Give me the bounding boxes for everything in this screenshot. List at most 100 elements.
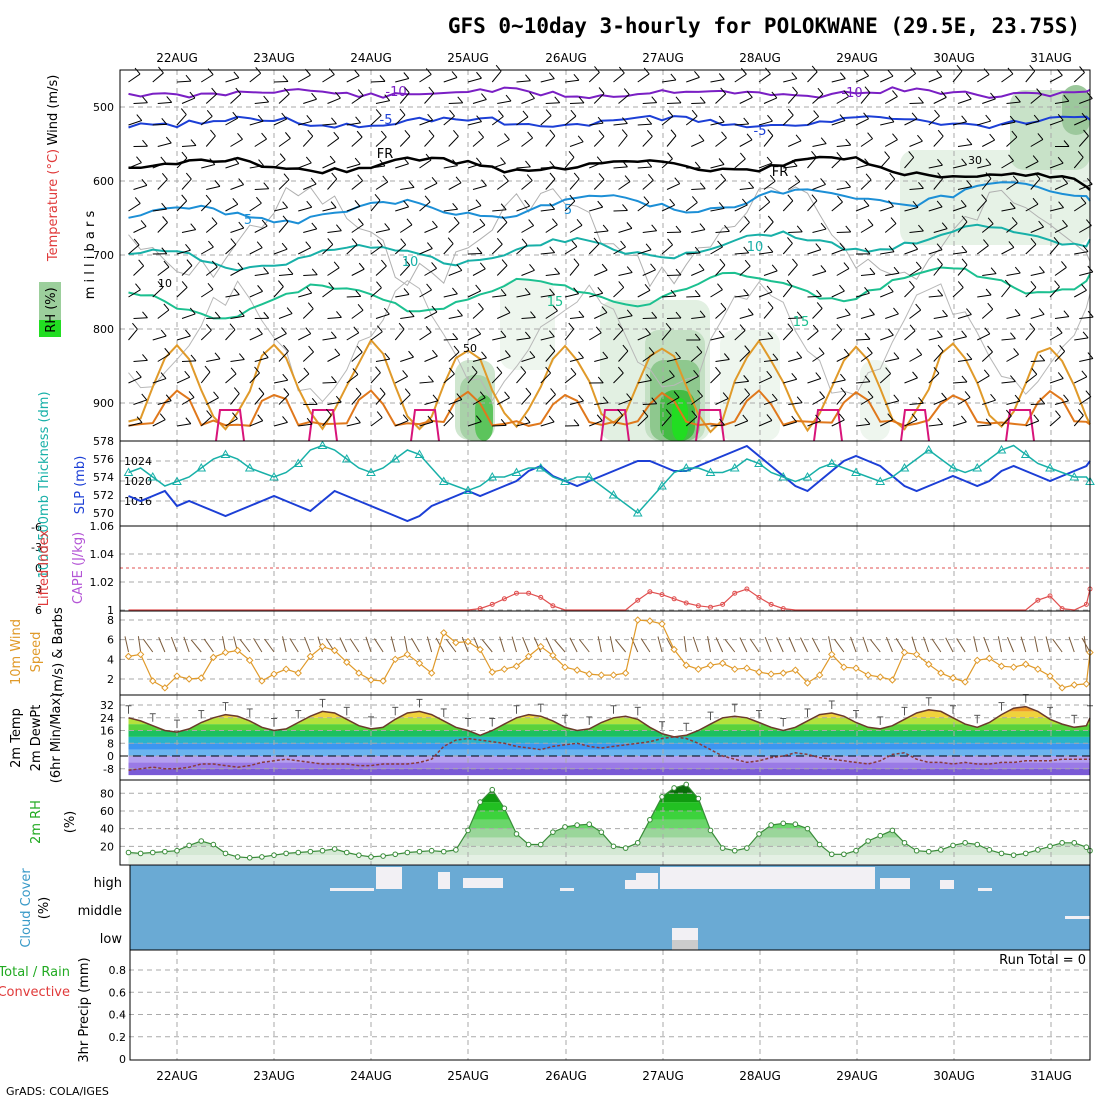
wind-barb xyxy=(945,637,954,653)
wind-barb xyxy=(521,97,535,104)
pressure-tick: 900 xyxy=(93,397,114,410)
wind-barb xyxy=(698,263,705,271)
wind-barb xyxy=(500,157,506,164)
wind-barb xyxy=(715,179,727,190)
wind-barb xyxy=(763,135,774,147)
wind-barb xyxy=(1020,636,1027,653)
wind-barb xyxy=(601,306,608,313)
rh-marker xyxy=(634,839,641,846)
wind-barb xyxy=(529,351,536,358)
wind-barb xyxy=(452,332,459,340)
wind-barb xyxy=(807,330,819,341)
rh-marker xyxy=(525,841,532,848)
wind-barb xyxy=(249,202,262,212)
rh-marker xyxy=(622,845,629,851)
wind-barb xyxy=(211,217,218,224)
rh-marker xyxy=(707,827,714,834)
wind-barb xyxy=(1049,162,1064,169)
wind-barb xyxy=(864,247,871,255)
wind-barb xyxy=(176,335,191,341)
rh-marker xyxy=(828,851,835,858)
wind-barb xyxy=(283,388,290,395)
wind-barb xyxy=(467,205,482,212)
wind-barb xyxy=(564,293,579,298)
wind-barb xyxy=(411,637,420,653)
wind-barb xyxy=(739,324,746,331)
wind-barb xyxy=(1063,94,1070,102)
wind-barb xyxy=(710,289,723,298)
wind-barb xyxy=(351,224,364,233)
wind-barb xyxy=(322,381,337,384)
wind-barb xyxy=(855,381,870,384)
wind-barb xyxy=(694,333,701,341)
wind-barb xyxy=(375,228,390,233)
wind-barb xyxy=(136,416,143,423)
wind-barb xyxy=(419,248,433,255)
wind-barb xyxy=(645,243,652,251)
wind-barb xyxy=(524,287,531,295)
wind-barb xyxy=(1030,178,1041,190)
wind-barb xyxy=(157,400,172,405)
wind-barb xyxy=(278,137,291,147)
wind-barb xyxy=(419,421,434,427)
wind-barb xyxy=(928,336,943,341)
wind-barb xyxy=(812,270,827,276)
wind-barb xyxy=(698,134,705,141)
wind-barb xyxy=(419,331,432,341)
thickness-marker xyxy=(560,476,570,485)
wind-speed-marker xyxy=(1034,665,1042,673)
wind-barb xyxy=(642,102,657,104)
wind-barb xyxy=(134,197,141,204)
wind-barb xyxy=(618,272,633,276)
wind-barb xyxy=(1054,400,1069,405)
wind-barb xyxy=(940,91,947,98)
wind-barb xyxy=(1054,316,1069,319)
rh-marker xyxy=(513,831,520,837)
wind-barb xyxy=(1053,236,1060,244)
wind-barb xyxy=(298,74,311,83)
wind-barb xyxy=(545,310,558,319)
wind-barb xyxy=(346,205,361,212)
wind-speed-marker xyxy=(427,669,436,677)
wind-barb xyxy=(516,337,531,341)
wind-barb xyxy=(915,261,922,269)
rh-marker xyxy=(841,851,847,858)
wind-barb xyxy=(613,209,628,212)
wind-barb xyxy=(690,351,703,362)
rh-marker xyxy=(1010,852,1017,858)
wind-barb xyxy=(990,393,996,401)
rh-marker xyxy=(501,805,508,812)
wind-barb xyxy=(710,121,725,126)
wind-barb xyxy=(743,246,750,254)
wind-barb xyxy=(403,157,409,165)
wind-barb xyxy=(328,282,335,289)
wind-barb xyxy=(840,373,846,381)
wind-speed-marker xyxy=(367,676,375,684)
wind-barb xyxy=(860,224,874,233)
date-label: 25AUG xyxy=(447,1069,489,1083)
wind-barb xyxy=(613,287,625,298)
wind-barb xyxy=(238,178,244,185)
wind-barb xyxy=(661,415,672,427)
wind-barb xyxy=(254,366,260,374)
thickness-marker xyxy=(875,476,886,485)
wind-barb xyxy=(686,295,701,298)
wind-barb xyxy=(976,74,990,83)
wind-barb xyxy=(767,332,774,339)
wind-barb xyxy=(336,311,342,318)
wind-barb xyxy=(311,397,318,405)
wind-barb xyxy=(233,387,240,394)
wind-barb xyxy=(278,280,284,287)
wind-barb xyxy=(758,120,773,126)
rh-band xyxy=(128,846,1090,856)
wind-barb xyxy=(355,116,361,124)
wind-barb xyxy=(666,183,680,190)
wind-barb xyxy=(928,164,943,169)
wind-barb xyxy=(540,294,555,298)
wind-barb xyxy=(403,72,410,79)
temperature-label: Temperature (°C) xyxy=(46,149,61,262)
temperature-band xyxy=(128,736,1090,744)
wind-barb xyxy=(618,227,633,233)
wind-barb xyxy=(1063,394,1069,402)
